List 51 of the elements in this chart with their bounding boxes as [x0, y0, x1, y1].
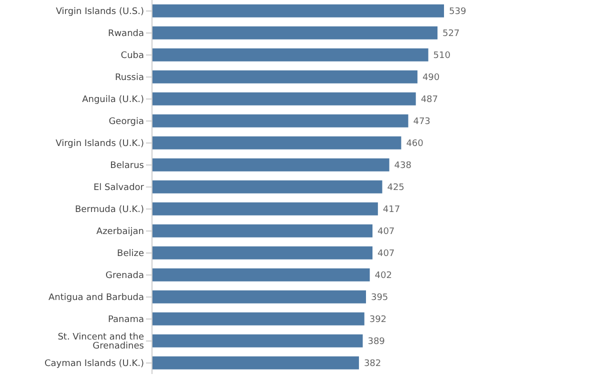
data-label: 402 [374, 271, 392, 282]
y-tick-label: Rwanda [108, 29, 144, 40]
data-label: 407 [377, 227, 395, 238]
y-tick-label: El Salvador [93, 183, 144, 194]
data-label: 438 [394, 161, 412, 172]
data-label: 389 [368, 337, 386, 348]
data-label: 407 [377, 249, 395, 260]
bar [152, 114, 408, 128]
bar [152, 290, 366, 304]
bar [152, 4, 444, 18]
y-tick-label: Georgia [108, 117, 144, 128]
bar [152, 224, 372, 238]
bar [152, 180, 382, 194]
y-tick-label: Virgin Islands (U.K.) [56, 139, 144, 150]
y-tick-label: Bermuda (U.K.) [74, 205, 144, 216]
data-label: 473 [413, 117, 430, 128]
data-label: 395 [370, 293, 388, 304]
bar [152, 70, 418, 84]
bar [152, 334, 363, 348]
bar [152, 48, 428, 62]
bar [152, 136, 402, 150]
y-tick-label: Panama [108, 315, 144, 326]
bar [152, 312, 364, 326]
data-label: 490 [422, 73, 440, 84]
y-tick-label: Anguila (U.K.) [82, 95, 144, 106]
bar [152, 268, 370, 282]
bar [152, 202, 378, 216]
data-label: 417 [382, 205, 400, 216]
data-label: 487 [420, 95, 438, 106]
y-tick-label: Grenada [106, 271, 144, 282]
y-tick-label: Belize [117, 249, 144, 260]
data-label: 527 [442, 29, 460, 40]
data-label: 510 [433, 51, 451, 62]
y-tick-label: Belarus [110, 161, 144, 172]
y-tick-label: Russia [115, 73, 144, 84]
bar [152, 158, 390, 172]
bar [152, 246, 372, 260]
y-tick-label: Cayman Islands (U.K.) [44, 359, 144, 370]
y-tick-label: Antigua and Barbuda [48, 293, 144, 304]
data-label: 539 [449, 7, 466, 18]
y-tick-label: St. Vincent and the Grenadines [58, 332, 144, 352]
bar [152, 92, 416, 106]
y-tick-label: Cuba [120, 51, 144, 62]
y-tick-label: Virgin Islands (U.S.) [56, 7, 144, 18]
bar [152, 356, 359, 370]
bar [152, 26, 438, 40]
data-label: 425 [387, 183, 404, 194]
data-label: 392 [369, 315, 387, 326]
y-tick-label: Azerbaijan [96, 227, 144, 238]
data-label: 460 [406, 139, 424, 150]
data-label: 382 [364, 359, 382, 370]
